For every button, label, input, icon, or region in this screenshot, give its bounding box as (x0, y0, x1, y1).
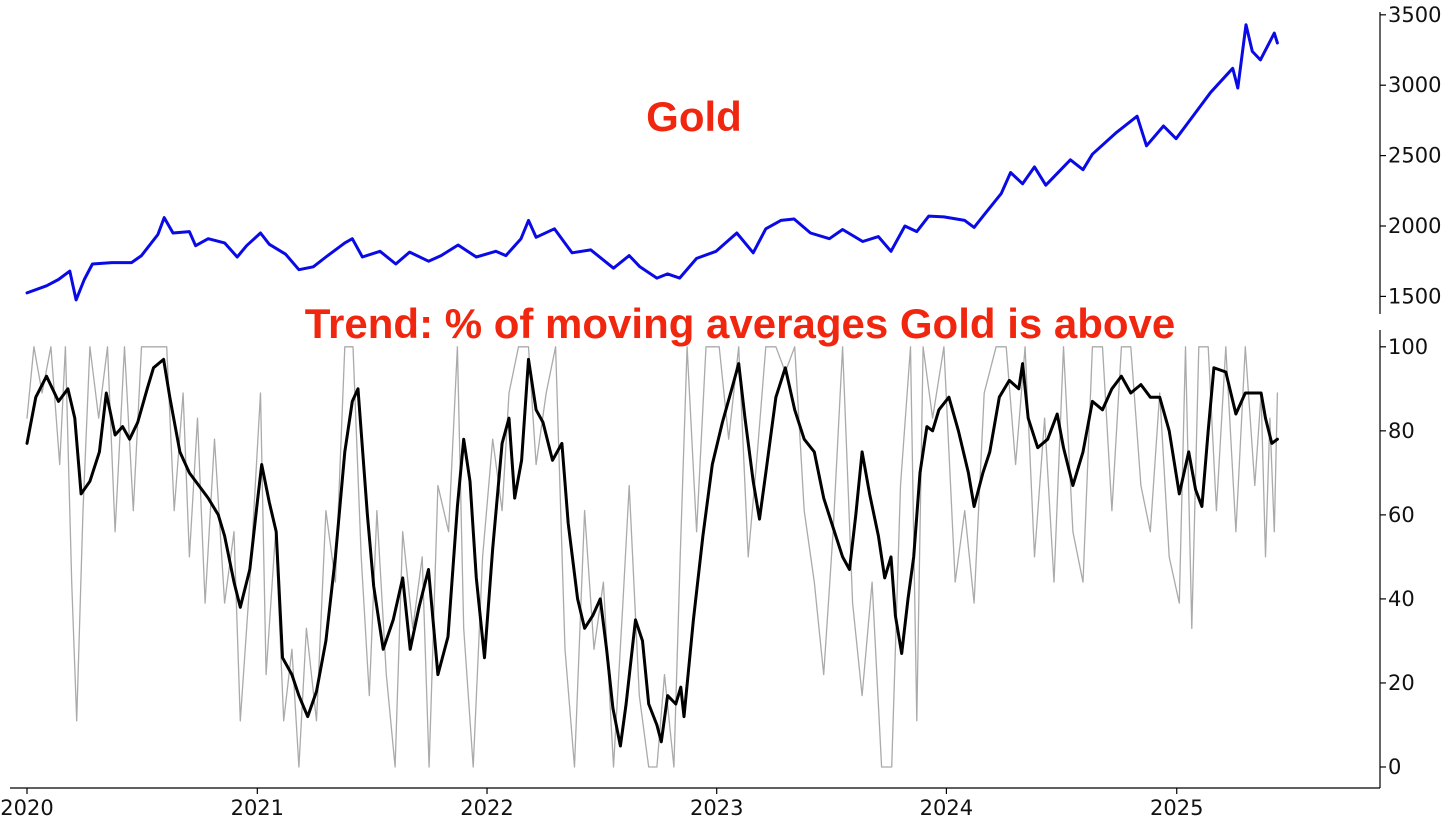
trend-panel: 0 20 40 60 80 100 2020 2021 2022 2023 2024 2025 Tr… (0, 300, 1428, 820)
gold-price-panel: 1500 2000 2500 3000 3500 Gold (25, 3, 1441, 314)
trend-y-tick-label: 60 (1388, 503, 1415, 527)
trend-y-tick-label: 80 (1388, 419, 1415, 443)
gold-y-tick-label: 2000 (1388, 214, 1441, 238)
gold-price-y-ticks: 1500 2000 2500 3000 3500 (1380, 3, 1441, 308)
trend-y-tick-label: 100 (1388, 335, 1428, 359)
x-tick-label: 2021 (231, 796, 284, 820)
x-tick-label: 2025 (1150, 796, 1203, 820)
trend-smoothed-line (25, 357, 1279, 748)
x-tick-label: 2024 (920, 796, 973, 820)
trend-y-ticks: 0 20 40 60 80 100 (1380, 335, 1428, 779)
gold-price-series-group (25, 23, 1279, 302)
x-tick-label: 2022 (460, 796, 513, 820)
gold-y-tick-label: 3000 (1388, 73, 1441, 97)
gold-y-tick-label: 3500 (1388, 3, 1441, 27)
x-tick-label: 2023 (690, 796, 743, 820)
gold-y-tick-label: 1500 (1388, 284, 1441, 308)
gold-price-line (25, 23, 1279, 302)
trend-title: Trend: % of moving averages Gold is abov… (305, 300, 1176, 347)
trend-y-tick-label: 20 (1388, 671, 1415, 695)
trend-series-group (25, 346, 1279, 768)
trend-y-tick-label: 40 (1388, 587, 1415, 611)
trend-y-tick-label: 0 (1388, 755, 1401, 779)
x-tick-label: 2020 (0, 796, 53, 820)
gold-y-tick-label: 2500 (1388, 144, 1441, 168)
trend-raw-line (26, 346, 1279, 768)
gold-price-title: Gold (646, 93, 742, 140)
trend-x-ticks: 2020 2021 2022 2023 2024 2025 (0, 788, 1203, 820)
